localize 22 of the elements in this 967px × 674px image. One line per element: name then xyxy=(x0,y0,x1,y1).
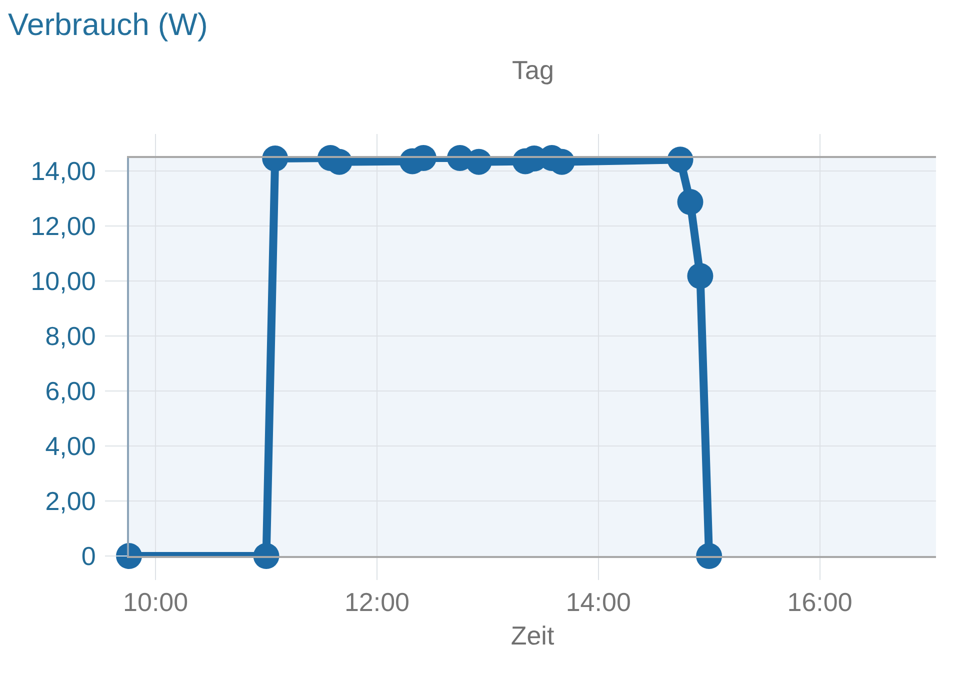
point xyxy=(687,263,714,289)
chart-title: Verbrauch (W) xyxy=(8,6,208,42)
chart-subtitle: Tag xyxy=(512,55,554,85)
y-tick-label: 6,00 xyxy=(45,376,96,406)
point xyxy=(253,543,280,569)
x-tick-label: 14:00 xyxy=(566,587,631,618)
y-tick-label: 4,00 xyxy=(45,431,96,462)
y-tick-label: 12,00 xyxy=(30,211,96,242)
x-tick-label: 16:00 xyxy=(787,587,852,618)
x-axis-title: Zeit xyxy=(510,620,555,650)
y-tick-label: 2,00 xyxy=(45,486,96,516)
y-tick-label: 14,00 xyxy=(30,156,96,186)
point xyxy=(696,543,722,569)
x-tick-label: 10:00 xyxy=(123,587,188,618)
y-tick-label: 10,00 xyxy=(30,266,96,296)
point xyxy=(667,146,694,173)
y-tick-label: 8,00 xyxy=(45,321,96,352)
point xyxy=(677,189,704,215)
x-tick-label: 12:00 xyxy=(344,587,410,618)
point xyxy=(466,148,492,175)
point xyxy=(262,146,288,172)
y-tick-label: 0 xyxy=(81,541,96,572)
